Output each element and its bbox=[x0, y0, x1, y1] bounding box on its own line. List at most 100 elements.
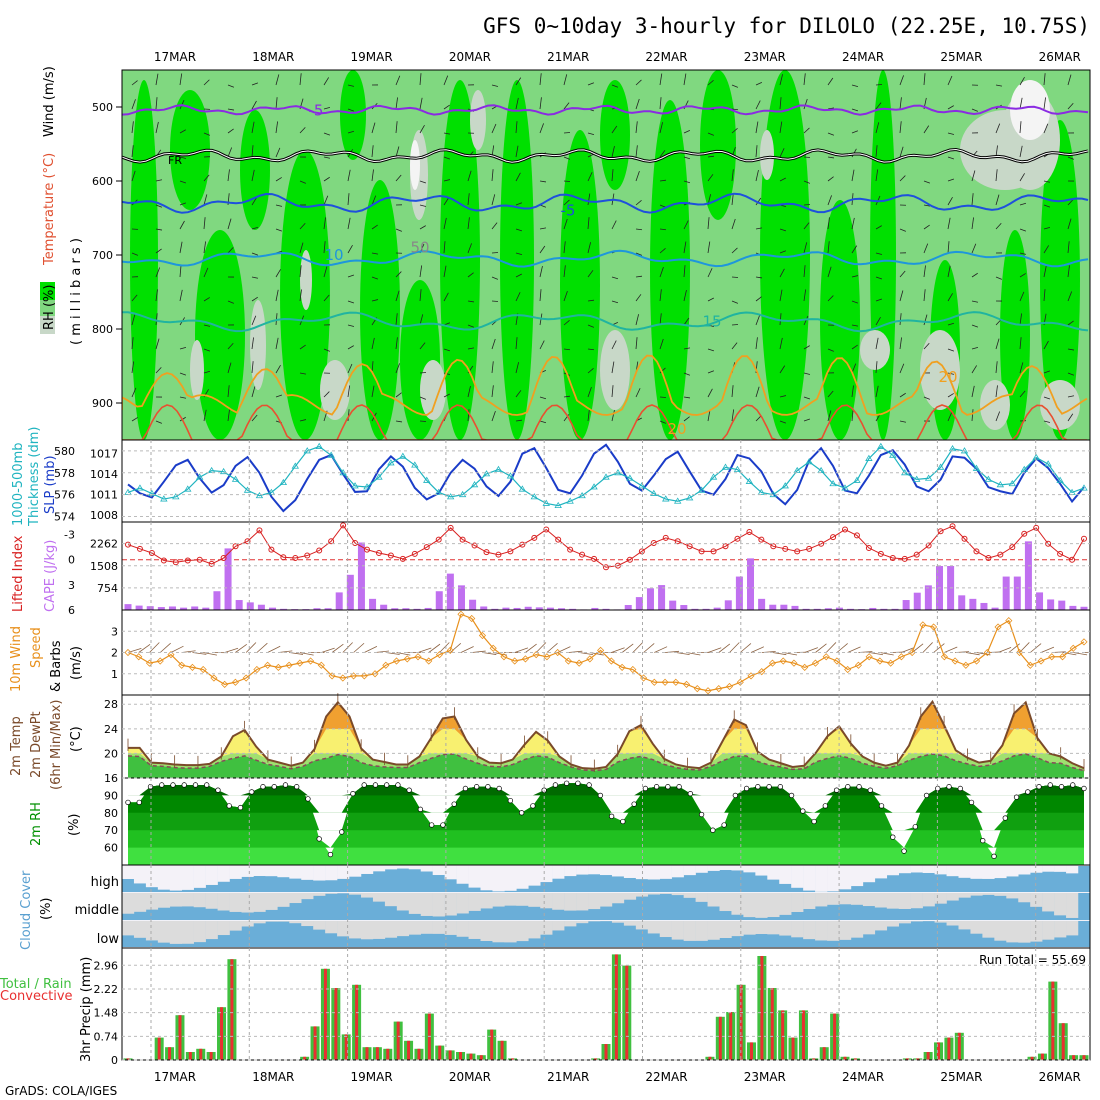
rh-point bbox=[181, 782, 187, 788]
cloud-cell bbox=[1066, 866, 1079, 874]
cape-bar bbox=[469, 599, 477, 610]
cape-bar bbox=[980, 602, 988, 610]
wind10-point bbox=[328, 672, 336, 680]
thickness-point bbox=[590, 483, 598, 490]
cloud-cell bbox=[157, 921, 171, 943]
rh-point bbox=[833, 787, 840, 793]
wind10-point bbox=[790, 659, 798, 667]
wind10-barb bbox=[611, 647, 625, 653]
li-point bbox=[220, 555, 227, 562]
date-label-top: 24MAR bbox=[842, 50, 884, 64]
thickness-tick: 578 bbox=[54, 467, 75, 480]
cloud-cell bbox=[277, 866, 290, 878]
wind10-point bbox=[629, 665, 637, 674]
svg-text:Temperature (°C): Temperature (°C) bbox=[42, 153, 57, 266]
rh-point bbox=[777, 784, 783, 790]
temp-line bbox=[128, 699, 1085, 770]
thickness-point bbox=[805, 458, 813, 465]
precip-panel bbox=[121, 947, 1091, 1061]
rh-point bbox=[766, 784, 772, 790]
cloud-cell bbox=[253, 921, 266, 924]
rh-point bbox=[1025, 789, 1031, 795]
wind10-point bbox=[844, 665, 852, 674]
rh-point bbox=[1036, 784, 1042, 790]
rh-tick: 90 bbox=[104, 789, 118, 802]
cloud-cell bbox=[839, 866, 852, 890]
wind10-point bbox=[188, 663, 197, 671]
cloud-cell bbox=[910, 893, 923, 909]
wind10-barb bbox=[235, 643, 247, 653]
pressure-tick: 700 bbox=[92, 249, 113, 262]
cloud-cell bbox=[934, 921, 947, 923]
wind10-point bbox=[178, 661, 186, 669]
cloud-cell bbox=[396, 893, 410, 911]
rh-point bbox=[912, 824, 918, 830]
cape-bar bbox=[635, 597, 643, 610]
cloud-cell bbox=[1006, 921, 1019, 943]
cloud-cell bbox=[372, 866, 386, 872]
wind10-barb bbox=[772, 652, 787, 656]
cloud-row-middle: middle bbox=[75, 903, 119, 918]
rh-point bbox=[552, 782, 559, 788]
cloud-cell bbox=[815, 866, 828, 892]
temperature-contours bbox=[122, 104, 1089, 440]
cape-bar bbox=[802, 608, 810, 610]
cloud-cell bbox=[205, 921, 218, 940]
cloud-cell bbox=[850, 921, 864, 938]
wind10-point bbox=[736, 678, 744, 686]
wind10-point bbox=[672, 678, 680, 686]
li-point bbox=[555, 536, 562, 543]
wind10-barb bbox=[471, 650, 486, 653]
cloud-cell bbox=[480, 921, 493, 942]
cloud-cell bbox=[313, 921, 326, 930]
thickness-point bbox=[733, 465, 742, 472]
rh-point bbox=[732, 792, 738, 799]
cloud-cell bbox=[468, 866, 481, 888]
convective-bar bbox=[448, 1050, 452, 1060]
wind10-barb bbox=[815, 643, 827, 653]
convective-bar bbox=[1030, 1056, 1034, 1060]
wind10-point bbox=[274, 663, 282, 671]
cape-bar bbox=[869, 607, 877, 610]
cape-bar bbox=[457, 585, 465, 610]
pressure-tick: 500 bbox=[92, 101, 113, 114]
thickness-point bbox=[697, 486, 706, 493]
cloud-cell bbox=[1030, 866, 1043, 873]
li-point bbox=[148, 550, 155, 557]
cloud-cell bbox=[145, 921, 159, 941]
cloud-cell bbox=[839, 921, 852, 940]
wind10-point bbox=[468, 614, 476, 623]
svg-text:1000-500mb: 1000-500mb bbox=[11, 442, 26, 526]
wind10-barb bbox=[525, 643, 537, 653]
contour-label: -5 bbox=[309, 102, 324, 120]
li-point bbox=[710, 548, 717, 555]
cape-bar bbox=[924, 585, 932, 610]
cloud-cell bbox=[133, 921, 147, 938]
cloud-cell bbox=[528, 921, 541, 939]
rh-point bbox=[204, 782, 210, 788]
wind10-barb bbox=[804, 647, 818, 653]
precip-ylabel: Total / Rain Convective 3hr Precip (mm) … bbox=[0, 953, 1086, 1062]
li-point bbox=[531, 534, 538, 541]
cloud-cell bbox=[611, 866, 625, 877]
cloud-cell bbox=[695, 921, 708, 941]
cape-bar bbox=[524, 606, 532, 610]
cloud-cell bbox=[337, 921, 350, 937]
li-point bbox=[842, 526, 848, 533]
rh2m-ylabel: 2m RH (%) bbox=[29, 802, 82, 846]
cloud-cell bbox=[647, 921, 660, 934]
rh-point bbox=[1013, 794, 1020, 800]
cloud-cell bbox=[193, 893, 206, 908]
ylabel-2mrh: 2m RH bbox=[29, 802, 44, 846]
cloud-cell bbox=[886, 893, 899, 909]
cape-bar bbox=[146, 606, 154, 610]
convective-bar bbox=[188, 1052, 192, 1060]
thickness-point bbox=[972, 464, 981, 471]
thickness-point bbox=[566, 497, 574, 504]
date-label-top: 25MAR bbox=[940, 50, 982, 64]
cloud-cell bbox=[707, 921, 720, 940]
cloud-cell bbox=[958, 893, 971, 898]
li-point bbox=[125, 541, 131, 548]
date-label-bottom: 17MAR bbox=[154, 1070, 196, 1084]
wind10-barb bbox=[364, 646, 378, 653]
